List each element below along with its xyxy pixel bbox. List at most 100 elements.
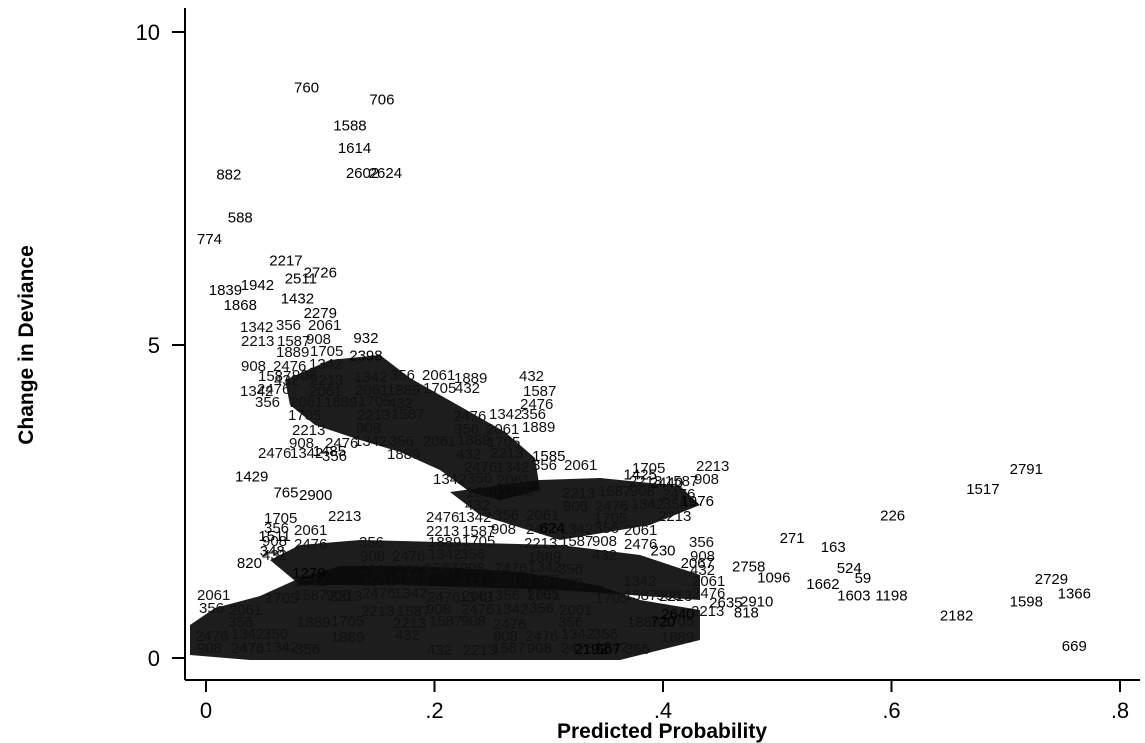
point-label: 1942 <box>241 277 274 294</box>
point-label: 524 <box>837 560 862 577</box>
point-label: 2192 <box>574 641 607 658</box>
overplot-fragment: 1705 <box>594 510 627 527</box>
overplot-fragment: 1587 <box>523 383 556 400</box>
overplot-fragment: 1705 <box>265 590 298 607</box>
overplot-fragment: 2476 <box>453 408 486 425</box>
overplot-fragment: 2213 <box>328 508 361 525</box>
overplot-fragment: 2061 <box>294 522 327 539</box>
point-label: 1662 <box>806 576 839 593</box>
overplot-fragment: 2213 <box>329 588 362 605</box>
overplot-fragment: 2213 <box>292 422 325 439</box>
overplot-fragment: 1705 <box>500 483 533 500</box>
point-label: 2640 <box>661 606 694 623</box>
overplot-fragment: 432 <box>395 627 420 644</box>
overplot-fragment: 908 <box>558 575 583 592</box>
overplot-fragment: 1705 <box>632 460 665 477</box>
overplot-fragment: 2213 <box>562 485 595 502</box>
point-label: 2624 <box>369 165 402 182</box>
overplot-fragment: 1342 <box>265 639 298 656</box>
point-label: 2726 <box>304 264 337 281</box>
overplot-fragment: 2476 <box>624 536 657 553</box>
overplot-fragment: 356 <box>460 546 485 563</box>
overplot-fragment: 2061 <box>423 433 456 450</box>
overplot-fragment: 2213 <box>524 535 557 552</box>
overplot-fragment: 1587 <box>277 333 310 350</box>
point-label: 669 <box>1062 638 1087 655</box>
overplot-fragment: 432 <box>274 372 299 389</box>
overplot-fragment: 908 <box>241 358 266 375</box>
overplot-fragment: 1587 <box>425 560 458 577</box>
point-label: 230 <box>650 542 675 559</box>
overplot-fragment: 1342 <box>433 471 466 488</box>
point-label: 706 <box>369 92 394 109</box>
overplot-fragment: 356 <box>199 600 224 617</box>
overplot-fragment: 356 <box>255 394 280 411</box>
point-label: 567 <box>596 641 621 658</box>
overplot-fragment: 2061 <box>692 573 725 590</box>
overplot-fragment: 2213 <box>696 458 729 475</box>
point-label: 1588 <box>333 117 366 134</box>
point-label: 1432 <box>281 291 314 308</box>
overplot-fragment: 2213 <box>310 372 343 389</box>
overplot-fragment: 908 <box>491 521 516 538</box>
overplot-fragment: 1705 <box>310 343 343 360</box>
overplot-fragment: 2476 <box>257 381 290 398</box>
overplot-fragment: 1587 <box>526 572 559 589</box>
point-label: 1425 <box>623 467 656 484</box>
point-label: 2067 <box>681 555 714 572</box>
overplot-fragment: 1587 <box>258 368 291 385</box>
overplot-fragment: 1587 <box>397 603 430 620</box>
overplot-fragment: 1705 <box>264 510 297 527</box>
overplot-fragment: 1587 <box>492 640 525 657</box>
overplot-fragment: 1587 <box>624 587 657 604</box>
overplot-fragment: 2061 <box>229 602 262 619</box>
overplot-fragment: 908 <box>426 601 451 618</box>
overplot-fragment: 1889 <box>454 370 487 387</box>
overplot-fragment: 1342 <box>623 573 656 590</box>
overplot-fragment: 2061 <box>564 457 597 474</box>
overplot-fragment: 1342 <box>240 383 273 400</box>
overplot-fragment: 2213 <box>463 642 496 659</box>
point-label: 932 <box>353 330 378 347</box>
overplot-fragment: 2476 <box>427 589 460 606</box>
overplot-fragment: 908 <box>690 548 715 565</box>
point-label: 1868 <box>224 297 257 314</box>
overplot-fragment: 432 <box>465 497 490 514</box>
overplot-fragment: 356 <box>625 641 650 658</box>
overplot-fragment: 432 <box>427 642 452 659</box>
overplot-fragment: 1889 <box>324 394 357 411</box>
overplot-fragment: 356 <box>263 626 288 643</box>
overplot-fragment: 432 <box>690 562 715 579</box>
x-tick-label: .8 <box>1111 698 1129 723</box>
overplot-fragment: 2061 <box>462 588 495 605</box>
overplot-fragment: 1889 <box>331 629 364 646</box>
overplot-fragment: 908 <box>527 640 552 657</box>
overplot-fragment: 356 <box>228 614 253 631</box>
point-label: 1429 <box>235 468 268 485</box>
overplot-fragment: 2476 <box>561 640 594 657</box>
overplot-fragment: 1342 <box>309 356 342 373</box>
overplot-fragment: 908 <box>592 533 617 550</box>
point-label: 1839 <box>209 282 242 299</box>
overplot-fragment: 356 <box>594 520 619 537</box>
overplot-fragment: 1889 <box>428 534 461 551</box>
overplot-fragment: 2476 <box>464 459 497 476</box>
overplot-fragment: 2061 <box>526 507 559 524</box>
overplot-fragment: 908 <box>460 560 485 577</box>
point-label: 1517 <box>966 481 999 498</box>
overplot-fragment: 908 <box>326 587 351 604</box>
overplot-fragment: 432 <box>360 562 385 579</box>
overplot-fragment: 1705 <box>331 613 364 630</box>
overplot-fragment: 2061 <box>290 394 323 411</box>
overplot-fragment: 908 <box>197 640 222 657</box>
overplot-fragment: 1705 <box>288 407 321 424</box>
point-label: 226 <box>880 507 905 524</box>
overplot-fragment: 2061 <box>355 382 388 399</box>
point-label: 2900 <box>299 487 332 504</box>
point-label: 882 <box>216 167 241 184</box>
x-tick-label: .2 <box>425 698 443 723</box>
overplot-fragment: 356 <box>495 587 520 604</box>
x-tick-label: .4 <box>654 698 672 723</box>
